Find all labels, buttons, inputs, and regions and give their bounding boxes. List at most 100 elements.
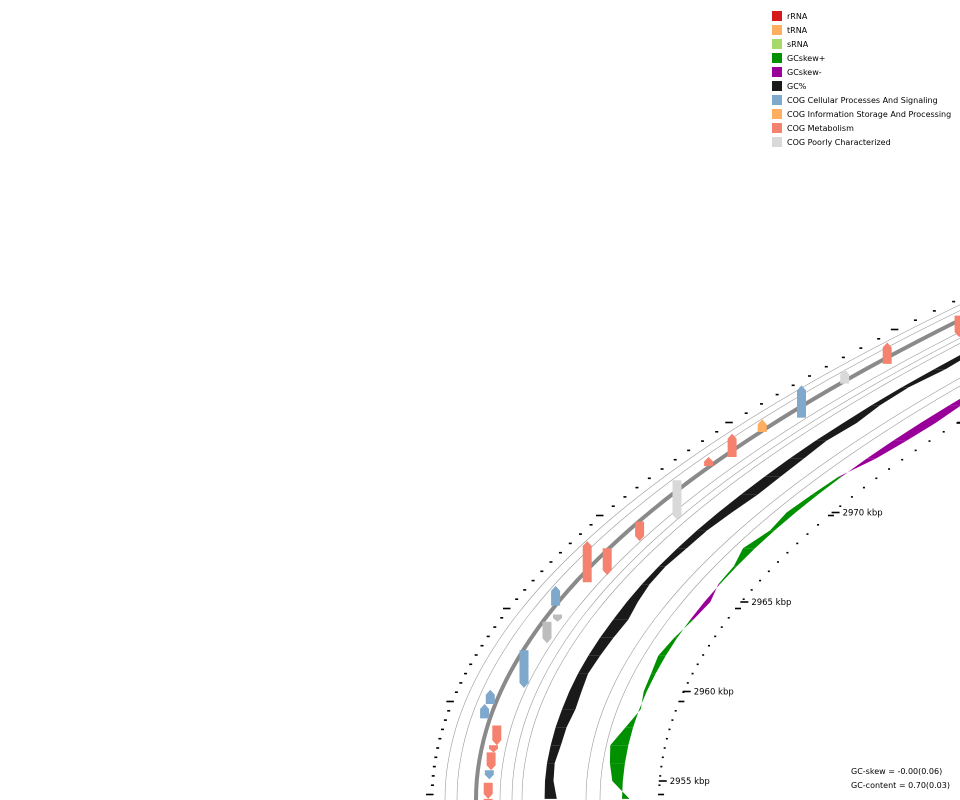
legend-item-gc_content: GC%	[772, 79, 951, 93]
gc-content-segment	[600, 619, 629, 638]
scale-tick-marks	[426, 300, 960, 796]
feature-cog_metabolism	[635, 521, 645, 542]
gc-skew-positive-segment	[770, 512, 796, 531]
gc-content-segment	[764, 458, 804, 477]
legend: rRNA tRNA sRNA GCskew+ GCskew- GC% COG Cellula…	[772, 9, 951, 149]
gc-skew-positive-segment	[610, 727, 634, 746]
gc-content-segment	[658, 548, 687, 567]
legend-label: COG Information Storage And Processing	[787, 109, 952, 119]
feature-cog_cellular	[797, 385, 806, 418]
legend-swatch	[772, 95, 782, 105]
feature-cog_metabolism	[492, 725, 502, 746]
backbone-line	[473, 317, 960, 800]
gc-content-segment	[677, 530, 708, 549]
gc-content-segment	[815, 423, 857, 441]
legend-item-sRNA: sRNA	[772, 37, 951, 51]
legend-swatch	[772, 109, 782, 119]
legend-swatch	[772, 11, 782, 21]
gc-skew-positive-segment	[658, 637, 678, 656]
gc-skew-positive-segment	[651, 655, 666, 674]
gc-content-track	[544, 355, 960, 799]
gc-skew-negative-segment	[892, 423, 936, 441]
legend-swatch	[772, 25, 782, 35]
gc-content-segment	[545, 763, 555, 781]
feature-cog_metabolism	[704, 457, 714, 466]
legend-swatch	[772, 123, 782, 133]
scale-label: 2960 kbp	[694, 688, 734, 698]
gc-skew-positive-segment	[643, 673, 656, 692]
scale-label: 2955 kbp	[670, 777, 710, 787]
gc-content-segment	[642, 566, 666, 585]
gc-content-segment	[843, 405, 881, 423]
legend-swatch	[772, 81, 782, 91]
guide-line-4	[521, 343, 960, 800]
gc-skew-positive-segment	[609, 745, 629, 764]
feature-cog_metabolism	[582, 541, 592, 583]
feature-unclassified	[542, 621, 552, 644]
feature-cog_metabolism	[489, 745, 498, 753]
gc-skew-negative-segment	[838, 458, 876, 477]
gc-skew-positive-segment	[612, 781, 630, 799]
feature-cog_metabolism	[954, 315, 960, 338]
feature-tRNA	[757, 419, 767, 432]
gc-content-segment	[547, 745, 561, 764]
gc-content-segment	[569, 673, 589, 692]
legend-label: sRNA	[787, 39, 809, 49]
gc-content-segment	[588, 637, 614, 656]
scale-label: 2970 kbp	[843, 509, 883, 519]
feature-cog_cellular	[485, 689, 495, 704]
gc-content-segment	[613, 602, 638, 620]
gc-content-segment	[789, 440, 827, 459]
feature-cog_cellular	[484, 770, 494, 780]
legend-item-cog_cellular: COG Cellular Processes And Signaling	[772, 93, 951, 107]
gc-skew-positive-segment	[625, 709, 641, 728]
guide-line-1	[456, 310, 960, 800]
feature-unclassified	[553, 614, 562, 622]
legend-label: GCskew+	[787, 53, 826, 63]
feature-cog_poorly	[672, 480, 682, 520]
legend-label: COG Poorly Characterized	[787, 137, 891, 147]
gc-skew-negative-segment	[704, 584, 720, 602]
gc-skew-positive-segment	[786, 494, 818, 513]
legend-item-cog_metabolism: COG Metabolism	[772, 121, 951, 135]
gc-skew-track	[609, 398, 960, 799]
feature-cog_poorly	[840, 369, 850, 384]
gc-skew-negative-segment	[690, 602, 711, 620]
track-guide-lines	[444, 304, 960, 800]
legend-label: tRNA	[787, 25, 808, 35]
gc-content-segment	[550, 727, 567, 746]
guide-line-3	[511, 337, 960, 800]
gc-skew-positive-segment	[733, 548, 755, 567]
gc-content-segment	[578, 655, 601, 674]
gc-content-segment	[901, 369, 946, 388]
genome-backbone	[473, 317, 960, 800]
scale-labels: 2995 kbp2990 kbp2985 kbp2980 kbp2975 kbp…	[658, 422, 960, 787]
gc-skew-positive-segment	[811, 476, 842, 495]
legend-swatch	[772, 137, 782, 147]
gc-skew-positive-segment	[718, 566, 737, 585]
legend-label: COG Cellular Processes And Signaling	[787, 95, 938, 105]
guide-line-2	[499, 331, 960, 800]
feature-cog_cellular	[519, 650, 529, 688]
scale-label: 2965 kbp	[751, 598, 791, 608]
stats-panel: GC-skew = -0.00(0.06) GC-content = 0.70(…	[851, 765, 950, 793]
gc-skew-positive-segment	[609, 763, 625, 781]
legend-item-rRNA: rRNA	[772, 9, 951, 23]
guide-line-0	[444, 304, 960, 800]
gc-content-segment	[562, 691, 582, 710]
legend-label: GCskew-	[787, 67, 822, 77]
gc-content-segment	[555, 709, 576, 728]
legend-swatch	[772, 53, 782, 63]
gc-content-segment	[740, 476, 781, 495]
legend-label: COG Metabolism	[787, 123, 854, 133]
gc-skew-positive-segment	[639, 691, 647, 710]
legend-item-gcskew_pos: GCskew+	[772, 51, 951, 65]
legend-item-cog_info: COG Information Storage And Processing	[772, 107, 951, 121]
feature-cog_cellular	[480, 704, 490, 719]
gc-skew-stat: GC-skew = -0.00(0.06)	[851, 767, 943, 776]
gc-content-segment	[934, 355, 960, 370]
feature-cog_cellular	[551, 585, 561, 606]
legend-item-gcskew_neg: GCskew-	[772, 65, 951, 79]
guide-line-5	[585, 377, 960, 800]
